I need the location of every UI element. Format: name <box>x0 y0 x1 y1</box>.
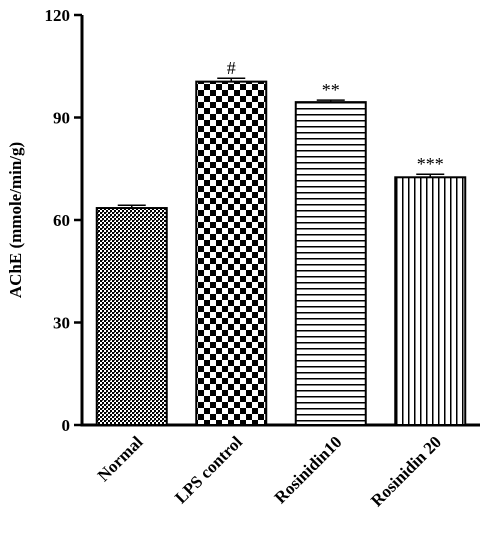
bar-normal <box>95 207 168 426</box>
y-tick-label: 30 <box>53 314 70 333</box>
bar-rosinidin10 <box>294 101 367 426</box>
y-tick-label: 0 <box>62 416 71 435</box>
y-tick-label: 90 <box>53 109 70 128</box>
x-category-label: Rosinidin10 <box>271 432 346 507</box>
y-axis-label: AChE (mmole/min/g) <box>6 142 25 298</box>
bars: #***** <box>95 58 467 426</box>
x-category-label: Rosinidin 20 <box>367 432 445 510</box>
bar-rosinidin-20 <box>394 176 467 426</box>
x-category-label: LPS control <box>171 432 246 507</box>
significance-marker: # <box>227 58 236 78</box>
y-tick-label: 60 <box>53 211 70 230</box>
y-tick-label: 120 <box>45 6 71 25</box>
significance-marker: *** <box>417 154 444 174</box>
bar-lps-control <box>195 80 268 426</box>
significance-marker: ** <box>322 80 340 100</box>
x-category-label: Normal <box>94 432 147 485</box>
y-ticks: 0 30 60 90 120 <box>45 6 82 435</box>
x-labels: Normal LPS control Rosinidin10 Rosinidin 20 <box>94 432 445 510</box>
